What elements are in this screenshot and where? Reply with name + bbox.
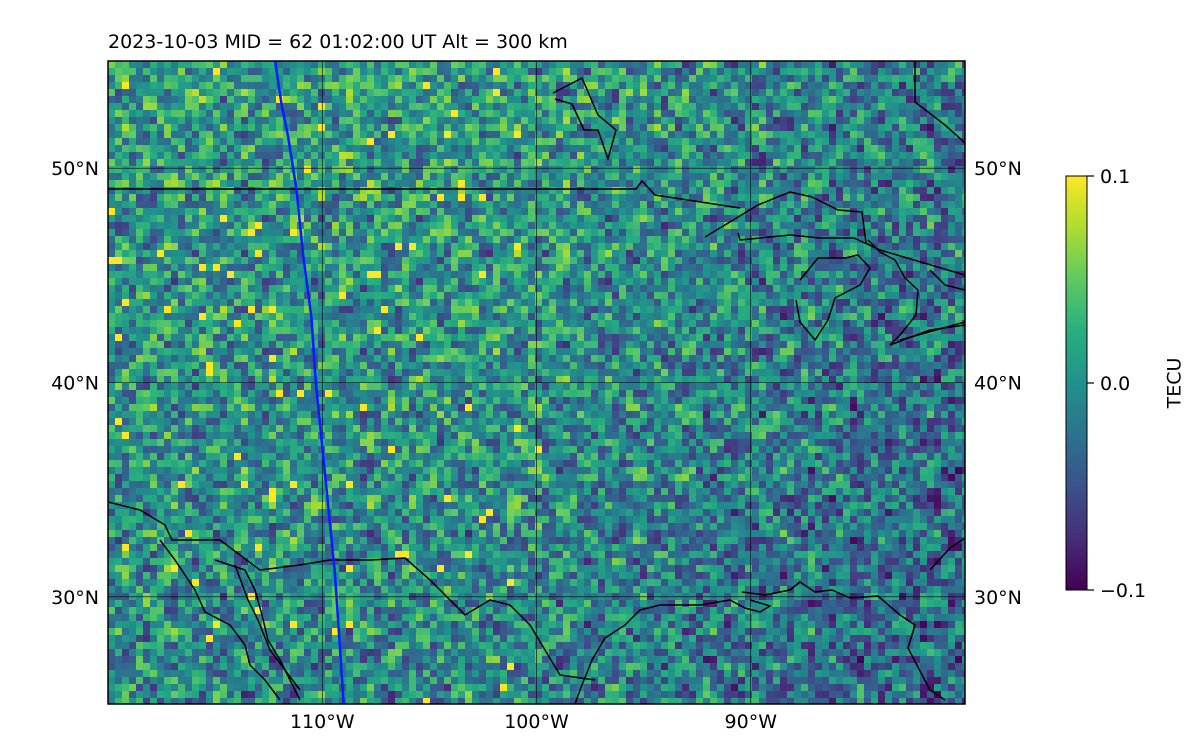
satellite-track-line	[273, 61, 345, 704]
satellite-track	[273, 61, 345, 704]
coastline-segment	[867, 239, 919, 346]
colorbar-tick-label: −0.1	[1100, 580, 1146, 602]
lat-tick-label-right: 40°N	[974, 373, 1022, 395]
lat-tick-label-right: 50°N	[974, 158, 1022, 180]
map-frame	[107, 60, 966, 705]
colorbar-ticks: 0.1 0.0 −0.1	[1087, 166, 1146, 602]
lon-tick-label: 90°W	[725, 711, 778, 733]
coastline-segment	[741, 581, 946, 701]
colorbar-label: TECU	[1164, 358, 1186, 410]
coastline-segment	[929, 269, 965, 291]
map-axis-ticks: 30°N 30°N 40°N 40°N 50°N 50°N 110°W 100°W 90°W	[51, 158, 1022, 733]
coastline-segment	[574, 599, 771, 704]
coastline-segment	[899, 321, 965, 341]
coastline-segment	[914, 61, 965, 144]
lat-tick-label-left: 30°N	[51, 587, 99, 609]
colorbar-gradient	[1065, 175, 1088, 591]
lat-tick-label-left: 40°N	[51, 373, 99, 395]
coastline-segment	[889, 324, 965, 346]
colorbar-tick-label: 0.0	[1100, 373, 1130, 395]
lon-tick-label: 110°W	[290, 711, 355, 733]
lat-tick-label-right: 30°N	[974, 587, 1022, 609]
tec-map-area	[107, 60, 966, 705]
lat-tick-label-left: 50°N	[51, 158, 99, 180]
coastline-segment	[108, 501, 596, 681]
coastline-and-borders	[108, 61, 965, 704]
coastline-segment	[795, 254, 871, 341]
map-title: 2023-10-03 MID = 62 01:02:00 UT Alt = 30…	[108, 31, 568, 53]
colorbar-tick-label: 0.1	[1100, 166, 1130, 188]
coastline-segment	[214, 559, 301, 701]
coastline-segment	[704, 191, 881, 251]
colorbar: 0.1 0.0 −0.1 TECU	[1065, 166, 1186, 602]
coastline-segment	[879, 249, 965, 276]
coastline-segment	[552, 77, 617, 160]
coastline-segment	[108, 180, 741, 209]
tec-heatmap	[108, 61, 965, 704]
lon-tick-label: 100°W	[504, 711, 569, 733]
coastline-segment	[929, 537, 965, 571]
graticule	[108, 61, 965, 704]
coastline-segment	[234, 564, 301, 691]
coastline-segment	[159, 539, 281, 701]
